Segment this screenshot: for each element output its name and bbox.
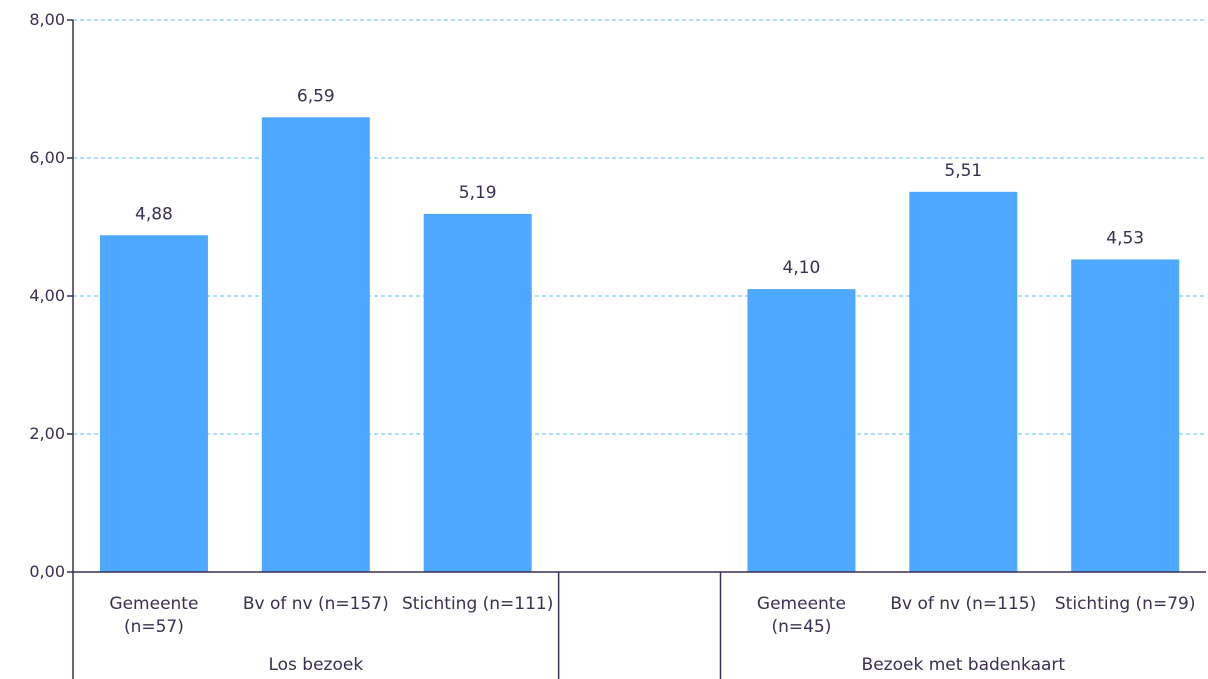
bar-g0-0 xyxy=(99,235,208,572)
y-tick-label-4: 8,00 xyxy=(29,10,65,29)
group-label-1: Bezoek met badenkaart xyxy=(862,655,1066,675)
labels: 0,00 2,00 4,00 6,00 8,00 4,88 Gemeente (n=57) 6,… xyxy=(29,10,1195,675)
bar-g1-0 xyxy=(747,289,856,572)
data-label-g0-2: 5,19 xyxy=(459,183,497,203)
grid-lines xyxy=(73,19,1206,435)
category-label-g0-0-1: (n=57) xyxy=(124,617,184,637)
y-tick-label-1: 2,00 xyxy=(29,424,65,443)
data-label-g1-1: 5,51 xyxy=(944,161,982,181)
y-tick-label-2: 4,00 xyxy=(29,286,65,305)
bar-g0-1 xyxy=(261,117,370,572)
group-label-0: Los bezoek xyxy=(268,655,363,675)
y-tick-label-0: 0,00 xyxy=(29,562,65,581)
axes xyxy=(67,19,1206,679)
bars xyxy=(99,117,1180,572)
data-label-g1-0: 4,10 xyxy=(783,258,821,278)
category-label-g0-2-0: Stichting (n=111) xyxy=(402,594,553,614)
category-label-g1-2-0: Stichting (n=79) xyxy=(1055,594,1196,614)
bar-g1-1 xyxy=(909,191,1018,572)
category-label-g1-0-1: (n=45) xyxy=(771,617,831,637)
bar-g1-2 xyxy=(1071,259,1180,572)
data-label-g1-2: 4,53 xyxy=(1106,228,1144,248)
category-label-g0-1-0: Bv of nv (n=157) xyxy=(243,594,389,614)
data-label-g0-0: 4,88 xyxy=(135,204,173,224)
category-label-g1-1-0: Bv of nv (n=115) xyxy=(890,594,1036,614)
bar-g0-2 xyxy=(423,213,532,572)
category-label-g0-0-0: Gemeente xyxy=(109,594,198,614)
category-label-g1-0-0: Gemeente xyxy=(757,594,846,614)
data-label-g0-1: 6,59 xyxy=(297,86,335,106)
y-tick-label-3: 6,00 xyxy=(29,148,65,167)
